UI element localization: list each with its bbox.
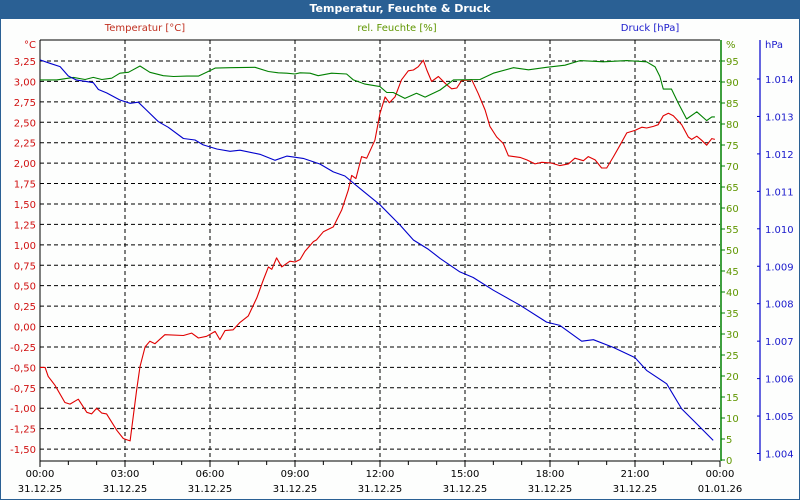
y-right-pressure-tick-label: 1.014 (765, 75, 794, 86)
y-left-tick-label: 2,75 (14, 98, 36, 109)
x-tick-date-label: 31.12.25 (273, 484, 318, 495)
x-tick-date-label: 31.12.25 (443, 484, 488, 495)
y-right-humidity-tick-label: 90 (726, 78, 739, 89)
y-right-humidity-tick-label: 40 (726, 288, 739, 299)
y-right-pressure-tick-label: 1.006 (765, 375, 794, 386)
y-left-tick-label: -1,50 (10, 445, 36, 456)
y-right-humidity-tick-label: 85 (726, 99, 739, 110)
humidity-series-line (40, 60, 715, 122)
y-right-humidity-tick-label: 80 (726, 120, 739, 131)
x-tick-time-label: 15:00 (451, 469, 480, 480)
y-right-humidity-tick-label: 5 (726, 435, 732, 446)
y-right-pressure-tick-label: 1.008 (765, 300, 794, 311)
y-left-tick-label: 0,50 (14, 282, 36, 293)
y-right-humidity-tick-label: 50 (726, 246, 739, 257)
y-right-pressure-tick-label: 1.013 (765, 112, 794, 123)
temperature-series-label: Temperatur [°C] (104, 23, 186, 34)
y-right-humidity-tick-label: 10 (726, 414, 739, 425)
y-left-tick-label: 1,25 (14, 220, 36, 231)
y-right-humidity-tick-label: 35 (726, 309, 739, 320)
window-title: Temperatur, Feuchte & Druck (0, 0, 800, 19)
y-left-tick-label: -1,25 (10, 425, 36, 436)
x-tick-time-label: 00:00 (26, 469, 55, 480)
x-tick-date-label: 31.12.25 (188, 484, 233, 495)
x-tick-date-label: 31.12.25 (358, 484, 403, 495)
y-right-humidity-tick-label: 55 (726, 225, 739, 236)
y-left-tick-label: 1,50 (14, 200, 36, 211)
y-left-tick-label: -0,50 (10, 363, 36, 374)
y-right-humidity-tick-label: 25 (726, 351, 739, 362)
y-left-tick-label: 3,25 (14, 57, 36, 68)
y-right-pressure-unit-label: hPa (765, 40, 783, 51)
x-tick-time-label: 09:00 (281, 469, 310, 480)
y-right-humidity-tick-label: 30 (726, 330, 739, 341)
y-left-tick-label: 2,50 (14, 118, 36, 129)
y-left-unit-label: °C (24, 40, 36, 51)
y-left-tick-label: 0,75 (14, 261, 36, 272)
y-right-pressure-tick-label: 1.007 (765, 337, 794, 348)
y-left-tick-label: -1,00 (10, 404, 36, 415)
y-left-tick-label: -0,25 (10, 343, 36, 354)
y-right-pressure-tick-label: 1.012 (765, 150, 794, 161)
pressure-series-line (39, 59, 714, 441)
y-left-tick-label: 2,00 (14, 159, 36, 170)
y-left-tick-label: 1,75 (14, 180, 36, 191)
x-tick-date-label: 31.12.25 (528, 484, 573, 495)
y-right-humidity-tick-label: 45 (726, 267, 739, 278)
y-right-pressure-tick-label: 1.009 (765, 262, 794, 273)
y-right-humidity-unit-label: % (726, 40, 736, 51)
y-right-humidity-tick-label: 15 (726, 393, 739, 404)
x-tick-time-label: 21:00 (621, 469, 650, 480)
x-tick-time-label: 18:00 (536, 469, 565, 480)
pressure-series-label: Druck [hPa] (620, 23, 680, 34)
y-right-pressure-tick-label: 1.004 (765, 450, 794, 461)
y-right-humidity-tick-label: 0 (726, 456, 732, 467)
y-left-tick-label: 1,00 (14, 241, 36, 252)
temperature-series-line (40, 59, 716, 442)
y-right-humidity-tick-label: 75 (726, 141, 739, 152)
y-right-pressure-tick-label: 1.011 (765, 187, 794, 198)
y-left-tick-label: 0,00 (14, 323, 36, 334)
humidity-series-label: rel. Feuchte [%] (357, 23, 437, 34)
y-right-humidity-tick-label: 65 (726, 183, 739, 194)
y-right-pressure-tick-label: 1.010 (765, 225, 794, 236)
y-left-tick-label: -0,75 (10, 384, 36, 395)
x-tick-date-label: 31.12.25 (103, 484, 148, 495)
x-tick-time-label: 06:00 (196, 469, 225, 480)
x-tick-time-label: 03:00 (111, 469, 140, 480)
y-right-humidity-tick-label: 70 (726, 162, 739, 173)
y-left-tick-label: 0,25 (14, 302, 36, 313)
x-tick-date-label: 31.12.25 (18, 484, 63, 495)
x-tick-time-label: 12:00 (366, 469, 395, 480)
y-left-tick-label: 3,00 (14, 77, 36, 88)
x-tick-time-label: 00:00 (706, 469, 735, 480)
y-right-humidity-tick-label: 20 (726, 372, 739, 383)
x-tick-date-label: 01.01.26 (698, 484, 743, 495)
y-right-pressure-tick-label: 1.005 (765, 412, 794, 423)
x-tick-date-label: 31.12.25 (613, 484, 658, 495)
y-right-humidity-tick-label: 60 (726, 204, 739, 215)
y-right-humidity-tick-label: 95 (726, 57, 739, 68)
y-left-tick-label: 2,25 (14, 139, 36, 150)
